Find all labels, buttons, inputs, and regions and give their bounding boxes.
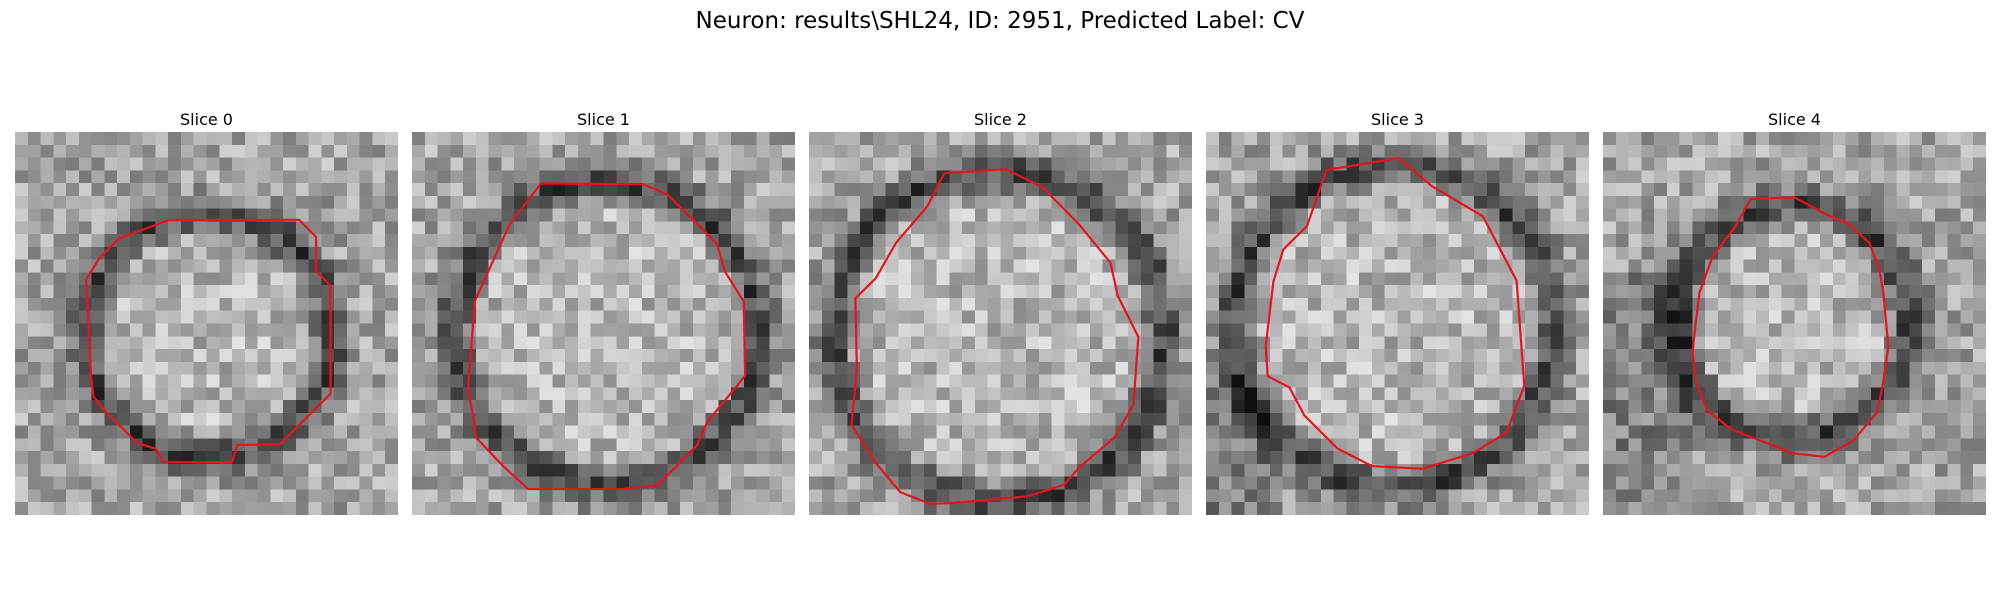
slice-image xyxy=(15,132,398,515)
slice-title: Slice 4 xyxy=(1768,110,1821,129)
slice-image xyxy=(809,132,1192,515)
slice-image xyxy=(412,132,795,515)
slice-title: Slice 3 xyxy=(1371,110,1424,129)
slice-panel-4: Slice 4 xyxy=(1603,108,1986,515)
slice-panel-3: Slice 3 xyxy=(1206,108,1589,515)
slice-title: Slice 1 xyxy=(577,110,630,129)
slice-title: Slice 2 xyxy=(974,110,1027,129)
slice-image xyxy=(1206,132,1589,515)
figure-title: Neuron: results\SHL24, ID: 2951, Predict… xyxy=(695,8,1305,34)
slice-title: Slice 0 xyxy=(180,110,233,129)
slice-image xyxy=(1603,132,1986,515)
slice-panel-0: Slice 0 xyxy=(15,108,398,515)
slice-panel-1: Slice 1 xyxy=(412,108,795,515)
slice-panel-2: Slice 2 xyxy=(809,108,1192,515)
